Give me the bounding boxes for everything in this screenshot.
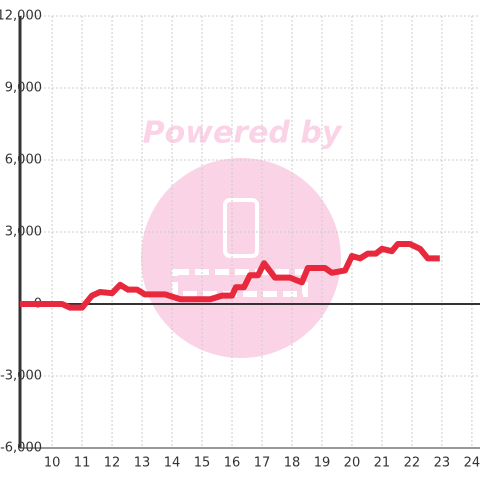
x-tick-label: 15 xyxy=(194,456,211,471)
x-tick-label: 14 xyxy=(164,456,181,471)
x-tick-label: 24 xyxy=(464,456,480,471)
x-tick-label: 21 xyxy=(374,456,391,471)
x-tick-label: 11 xyxy=(74,456,91,471)
x-tick-label: 19 xyxy=(314,456,331,471)
x-tick-label: 18 xyxy=(284,456,301,471)
x-tick-label: 23 xyxy=(434,456,451,471)
y-tick-label: 6,000 xyxy=(5,153,42,168)
watermark-text: Powered by xyxy=(143,116,343,151)
x-tick-label: 17 xyxy=(254,456,271,471)
x-tick-label: 20 xyxy=(344,456,361,471)
y-tick-label: 9,000 xyxy=(5,81,42,96)
y-tick-label: 3,000 xyxy=(5,225,42,240)
line-series xyxy=(20,241,440,311)
x-tick-label: 22 xyxy=(404,456,421,471)
x-tick-label: 13 xyxy=(134,456,151,471)
x-tick-label: 16 xyxy=(224,456,241,471)
x-tick-label: 10 xyxy=(44,456,61,471)
watermark-logo xyxy=(141,158,341,358)
x-tick-label: 12 xyxy=(104,456,121,471)
